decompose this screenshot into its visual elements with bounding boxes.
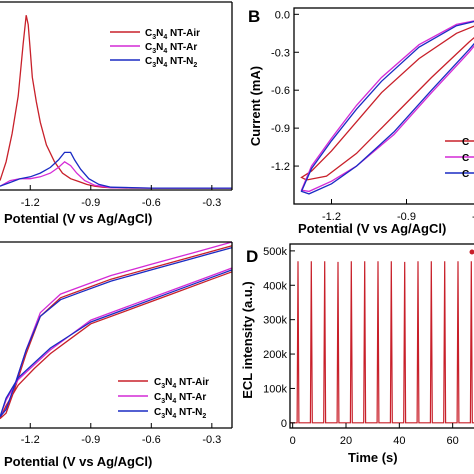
panel-b-frame — [293, 7, 474, 205]
y-tick-label: 0 — [281, 418, 287, 430]
x-tick-label: 60 — [447, 435, 459, 447]
series-c-air — [0, 245, 233, 420]
panel-b-y-label: Current (mA) — [248, 66, 263, 146]
panel-a-series — [0, 15, 232, 189]
series-c-ar — [0, 241, 233, 418]
panel-c-legend: C3N4 NT-Air C3N4 NT-Ar C3N4 NT-N2 — [118, 377, 209, 420]
legend-c-label-ar: C3N4 NT-Ar — [154, 392, 206, 405]
panel-a-x-label: Potential (V vs Ag/AgCl) — [4, 211, 152, 226]
x-tick-label: 40 — [393, 435, 405, 447]
x-tick-label: -0.3 — [202, 197, 221, 209]
x-tick-label: 20 — [340, 435, 352, 447]
y-tick-label: -0.6 — [271, 85, 290, 97]
x-tick-label: -1.2 — [21, 197, 40, 209]
y-tick-label: 0.0 — [275, 9, 290, 21]
x-tick-label: 0 — [290, 435, 296, 447]
series-b-air — [300, 25, 474, 181]
y-tick-label: 400k — [263, 280, 287, 292]
y-tick-label: 500k — [263, 246, 287, 258]
y-tick-label: -0.3 — [271, 47, 290, 59]
y-tick-label: 100k — [263, 383, 287, 395]
panel-d-x-label: Time (s) — [348, 450, 398, 465]
x-tick-label: -0.6 — [472, 211, 474, 223]
panel-d-frame — [289, 243, 474, 429]
panel-c-series — [0, 241, 233, 420]
panel-b-legend: C C C — [445, 137, 474, 180]
series-c-n2 — [0, 246, 233, 418]
panel-a-x-ticks: -1.2 -0.9 -0.6 -0.3 — [21, 185, 221, 209]
y-tick-label: 200k — [263, 349, 287, 361]
panel-a-legend: C3N4 NT-Air C3N4 NT-Ar C3N4 NT-N2 — [110, 28, 200, 69]
panel-c-x-ticks: -1.2 -0.9 -0.6 -0.3 — [21, 423, 221, 446]
x-tick-label: -1.2 — [322, 211, 341, 223]
panel-d: D 0 20 40 60 0 100k 200k 300k 400k 500k ECL inten… — [240, 243, 474, 465]
panel-b-series — [300, 20, 474, 195]
y-tick-label: -1.2 — [271, 161, 290, 173]
panel-c-x-label: Potential (V vs Ag/AgCl) — [4, 454, 152, 469]
panel-b-letter: B — [248, 7, 260, 26]
series-b-n2 — [300, 20, 474, 195]
panel-d-ticks: 0 20 40 60 0 100k 200k 300k 400k 500k — [263, 246, 459, 447]
x-tick-label: -0.9 — [81, 434, 100, 446]
panel-b: B -1.2 -0.9 -0.6 0.0 -0.3 -0.6 -0.9 -1.2 Curren… — [248, 7, 474, 236]
x-tick-label: -0.3 — [202, 434, 221, 446]
x-tick-label: -0.9 — [397, 211, 416, 223]
panel-d-letter: D — [246, 247, 258, 266]
legend-a-label-n2: C3N4 NT-N2 — [145, 56, 197, 69]
x-tick-label: -0.6 — [142, 434, 161, 446]
series-a-n2 — [0, 151, 232, 189]
panel-d-series — [290, 261, 474, 424]
x-tick-label: -0.6 — [142, 197, 161, 209]
x-tick-label: -1.2 — [21, 434, 40, 446]
legend-a-label-air: C3N4 NT-Air — [145, 28, 200, 41]
panel-d-y-label: ECL intensity (a.u.) — [240, 281, 255, 399]
legend-c-label-air: C3N4 NT-Air — [154, 377, 209, 390]
legend-b-label-ar: C — [462, 153, 469, 164]
legend-b-label-air: C — [462, 137, 469, 148]
legend-b-label-n2: C — [462, 169, 469, 180]
legend-d-marker — [469, 249, 474, 255]
panel-b-ticks: -1.2 -0.9 -0.6 0.0 -0.3 -0.6 -0.9 -1.2 — [271, 9, 474, 223]
series-d-air — [290, 261, 474, 424]
legend-a-label-ar: C3N4 NT-Ar — [145, 42, 197, 55]
legend-c-label-n2: C3N4 NT-N2 — [154, 407, 206, 420]
panel-c: -1.2 -0.9 -0.6 -0.3 Potential (V vs Ag/AgCl… — [0, 241, 233, 469]
x-tick-label: -0.9 — [81, 197, 100, 209]
series-b-ar — [300, 20, 474, 193]
panel-a: -1.2 -0.9 -0.6 -0.3 Potential (V vs Ag/AgCl… — [0, 1, 233, 226]
y-tick-label: 300k — [263, 315, 287, 327]
panel-b-x-label: Potential (V vs Ag/AgCl) — [298, 221, 446, 236]
y-tick-label: -0.9 — [271, 123, 290, 135]
panel-c-frame — [0, 241, 233, 429]
panel-a-frame — [0, 1, 233, 191]
